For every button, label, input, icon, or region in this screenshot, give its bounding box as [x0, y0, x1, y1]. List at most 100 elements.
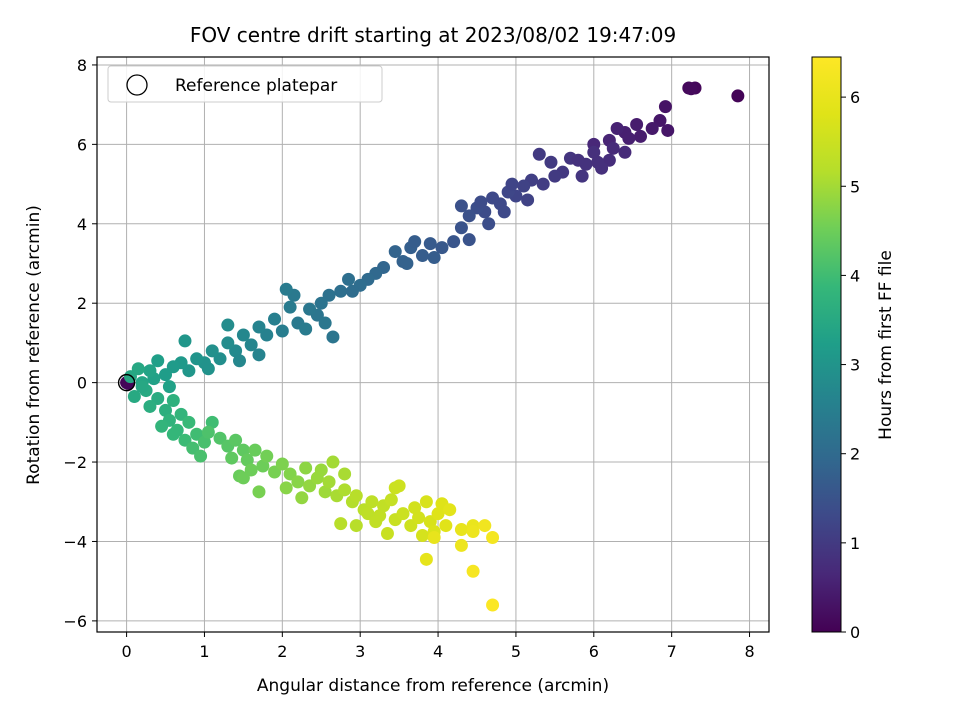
legend-entry: Reference platepar	[175, 76, 337, 96]
data-point-84	[221, 336, 235, 350]
data-point-37	[486, 191, 500, 205]
data-point-95	[252, 348, 266, 362]
data-point-82	[236, 328, 250, 342]
data-point-134	[268, 465, 282, 479]
data-point-33	[517, 179, 531, 193]
data-point-145	[318, 485, 332, 499]
data-point-56	[400, 256, 414, 270]
y-tick-label-5: 4	[77, 215, 87, 234]
data-point-103	[127, 390, 141, 404]
data-point-40	[462, 209, 476, 223]
chart-title: FOV centre drift starting at 2023/08/02 …	[190, 23, 676, 47]
data-point-5	[684, 82, 698, 96]
data-point-181	[419, 552, 433, 566]
data-point-102	[131, 362, 145, 376]
x-tick-label-7: 7	[667, 642, 677, 661]
data-point-10	[630, 118, 644, 132]
data-point-116	[178, 433, 192, 447]
data-point-74	[318, 316, 332, 330]
data-point-76	[268, 312, 282, 326]
colorbar-tick-label-6: 6	[850, 88, 860, 107]
data-point-86	[205, 344, 219, 358]
data-point-30	[591, 155, 605, 169]
data-point-89	[201, 362, 215, 376]
data-point-172	[431, 507, 445, 521]
x-tick-label-2: 2	[277, 642, 287, 661]
data-point-132	[256, 459, 270, 473]
colorbar-tick-label-1: 1	[850, 534, 860, 553]
data-point-149	[326, 455, 340, 469]
data-point-118	[186, 441, 200, 455]
data-point-105	[151, 392, 165, 406]
colorbar: 0 1 2 3 4 5 6 Hours from first FF file	[811, 56, 896, 642]
y-axis-ticks: −6 −4 −2 0 2 4 6 8	[63, 56, 97, 631]
data-point-57	[427, 251, 441, 265]
data-point-79	[345, 284, 359, 298]
data-point-44	[505, 177, 519, 191]
data-point-138	[236, 471, 250, 485]
data-point-106	[162, 380, 176, 394]
data-point-163	[384, 493, 398, 507]
data-point-127	[229, 433, 243, 447]
data-point-24	[532, 147, 546, 161]
data-point-29	[571, 153, 585, 167]
data-point-42	[482, 217, 496, 231]
data-point-185	[454, 538, 468, 552]
data-point-115	[182, 415, 196, 429]
data-point-142	[299, 461, 313, 475]
data-point-28	[536, 177, 550, 191]
data-point-113	[174, 407, 188, 421]
data-point-92	[221, 318, 235, 332]
data-point-121	[155, 419, 169, 433]
x-tick-label-8: 8	[744, 642, 754, 661]
data-point-16	[622, 131, 636, 145]
colorbar-tick-label-0: 0	[850, 623, 860, 642]
x-axis-ticks: 0 1 2 3 4 5 6 7 8	[121, 632, 755, 661]
data-point-122	[166, 427, 180, 441]
data-point-156	[365, 495, 379, 509]
data-point-66	[314, 296, 328, 310]
x-tick-label-0: 0	[121, 642, 131, 661]
data-point-133	[260, 449, 274, 463]
data-point-73	[299, 322, 313, 336]
data-point-81	[244, 338, 258, 352]
data-point-159	[334, 517, 348, 531]
y-tick-label-2: −2	[63, 453, 87, 472]
data-point-80	[252, 320, 266, 334]
data-point-71	[275, 324, 289, 338]
y-tick-label-4: 2	[77, 294, 87, 313]
data-point-47	[454, 221, 468, 235]
data-point-151	[279, 481, 293, 495]
data-point-131	[248, 443, 262, 457]
data-point-139	[275, 457, 289, 471]
data-point-78	[279, 282, 293, 296]
data-point-70	[283, 300, 297, 314]
data-point-141	[291, 475, 305, 489]
data-point-110	[159, 403, 173, 417]
data-point-168	[412, 511, 426, 525]
x-tick-label-3: 3	[355, 642, 365, 661]
data-point-129	[225, 451, 239, 465]
data-point-64	[334, 284, 348, 298]
data-point-43	[454, 199, 468, 213]
data-point-61	[408, 235, 422, 249]
data-point-18	[602, 153, 616, 167]
data-point-147	[322, 475, 336, 489]
data-point-54	[388, 245, 402, 259]
data-point-88	[190, 352, 204, 366]
data-point-174	[408, 501, 422, 515]
x-tick-label-4: 4	[433, 642, 443, 661]
data-point-98	[151, 354, 165, 368]
data-point-173	[419, 495, 433, 509]
x-axis-label: Angular distance from reference (arcmin)	[257, 676, 609, 696]
y-tick-label-0: −6	[63, 612, 87, 631]
data-point-91	[178, 334, 192, 348]
data-point-160	[349, 519, 363, 533]
data-point-77	[260, 328, 274, 342]
data-point-179	[439, 519, 453, 533]
colorbar-tick-label-2: 2	[850, 445, 860, 464]
data-point-8	[661, 123, 675, 137]
legend-box	[107, 65, 383, 103]
data-point-152	[338, 483, 352, 497]
